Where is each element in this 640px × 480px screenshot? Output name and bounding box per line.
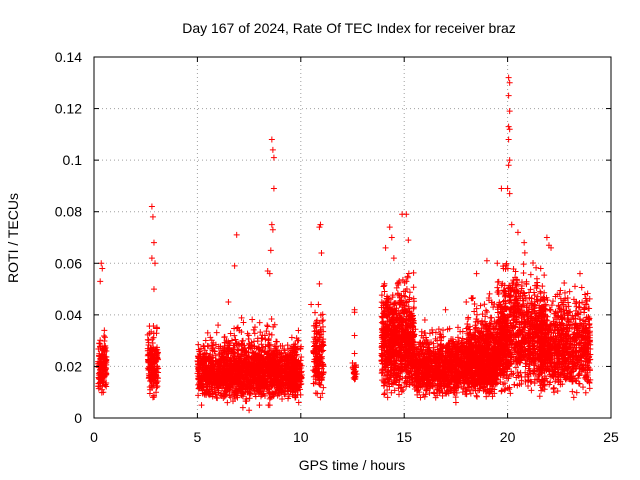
data-point (266, 330, 273, 337)
data-point (102, 344, 109, 351)
data-point (202, 337, 209, 344)
data-point (251, 330, 258, 337)
data-point (312, 309, 319, 316)
data-point (101, 343, 108, 350)
data-point (95, 345, 102, 352)
data-point (147, 350, 154, 357)
data-point (395, 391, 402, 398)
data-point (153, 384, 160, 391)
data-point (429, 329, 436, 336)
data-point (153, 330, 160, 337)
data-point (393, 284, 400, 291)
data-point (103, 379, 110, 386)
data-point (320, 384, 327, 391)
data-point (232, 389, 239, 396)
data-point (263, 328, 270, 335)
data-point (101, 334, 108, 341)
data-point (147, 345, 154, 352)
data-point (312, 390, 319, 397)
data-point (101, 338, 108, 345)
data-point (150, 372, 157, 379)
data-point (251, 324, 258, 331)
data-point (224, 399, 231, 406)
data-point (406, 289, 413, 296)
data-point (435, 326, 442, 333)
data-point (417, 394, 424, 401)
data-point (268, 331, 275, 338)
data-point (100, 332, 107, 339)
data-point (396, 278, 403, 285)
data-point (96, 340, 103, 347)
data-point (95, 370, 102, 377)
data-point (195, 341, 202, 348)
data-point (99, 353, 106, 360)
data-point (247, 390, 254, 397)
data-point (100, 358, 107, 365)
data-point (259, 344, 266, 351)
data-point (147, 367, 154, 374)
data-point (402, 293, 409, 300)
data-point (205, 343, 212, 350)
data-point (381, 391, 388, 398)
data-point (227, 330, 234, 337)
data-point (153, 380, 160, 387)
data-point (144, 331, 151, 338)
data-point (150, 358, 157, 365)
data-point (207, 334, 214, 341)
data-point (264, 322, 271, 329)
data-point (378, 357, 385, 364)
data-point (295, 327, 302, 334)
data-point (148, 354, 155, 361)
data-point (473, 393, 480, 400)
data-point (273, 338, 280, 345)
data-point (151, 363, 158, 370)
data-point (147, 373, 154, 380)
data-point (145, 341, 152, 348)
data-point (256, 319, 263, 326)
data-point (264, 323, 271, 330)
data-point (102, 367, 109, 374)
data-point (153, 346, 160, 353)
data-point (279, 395, 286, 402)
data-point (404, 273, 411, 280)
data-point (410, 269, 417, 276)
data-point (246, 395, 253, 402)
data-point (288, 334, 295, 341)
data-point (234, 324, 241, 331)
data-point (314, 317, 321, 324)
data-point (249, 316, 256, 323)
data-point (99, 372, 106, 379)
data-point (268, 316, 275, 323)
data-point (250, 326, 257, 333)
data-point (150, 323, 157, 330)
data-point (149, 336, 156, 343)
data-point (99, 378, 106, 385)
data-point (103, 354, 110, 361)
data-point (232, 336, 239, 343)
data-point (96, 369, 103, 376)
chart-title: Day 167 of 2024, Rate Of TEC Index for r… (182, 20, 516, 36)
data-point (208, 337, 215, 344)
data-point (148, 366, 155, 373)
data-points (95, 74, 594, 414)
data-point (405, 270, 412, 277)
data-point (378, 292, 385, 299)
data-point (213, 329, 220, 336)
data-point (97, 378, 104, 385)
data-point (154, 383, 161, 390)
data-point (97, 365, 104, 372)
data-point (410, 284, 417, 291)
data-point (144, 345, 151, 352)
data-point (473, 392, 480, 399)
